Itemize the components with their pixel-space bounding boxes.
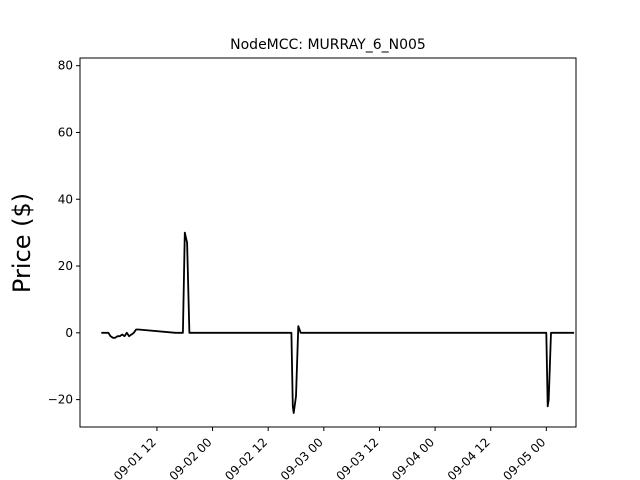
y-axis-label: Price ($) <box>8 193 36 293</box>
y-tick-label: 0 <box>65 326 73 340</box>
plot-frame <box>79 57 577 428</box>
y-tick-label: 60 <box>58 125 73 139</box>
price-series-line <box>101 231 575 414</box>
y-tick-label: −20 <box>48 393 73 407</box>
y-tick-label: 40 <box>58 192 73 206</box>
y-tick-label: 80 <box>58 59 73 73</box>
chart-title: NodeMCC: MURRAY_6_N005 <box>230 37 426 53</box>
y-tick-label: 20 <box>58 259 73 273</box>
